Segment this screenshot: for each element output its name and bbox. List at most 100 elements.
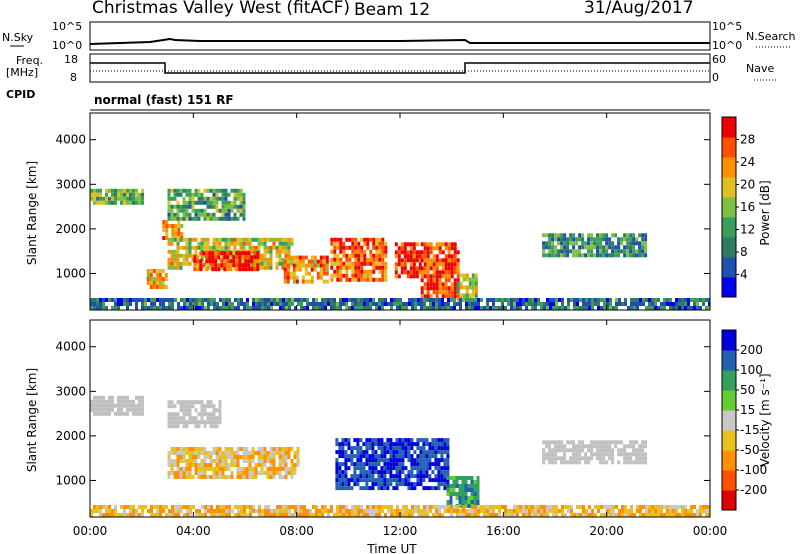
power-cell <box>435 262 439 267</box>
velocity-cell <box>291 513 294 517</box>
power-cell <box>432 298 435 302</box>
velocity-cell <box>179 400 183 405</box>
velocity-cell <box>99 399 102 404</box>
power-cell <box>179 208 183 213</box>
velocity-cell <box>123 505 126 509</box>
velocity-cell <box>684 505 687 509</box>
power-cell <box>120 196 123 201</box>
power-cell <box>126 188 129 193</box>
power-cell <box>545 253 549 258</box>
power-cell <box>219 306 222 310</box>
velocity-cell <box>395 470 399 475</box>
power-cell <box>360 302 363 306</box>
power-cell <box>657 298 660 302</box>
velocity-cell <box>470 476 474 480</box>
power-cell <box>167 257 171 262</box>
velocity-cell <box>117 403 120 408</box>
power-cell <box>123 302 126 306</box>
power-cell <box>117 298 120 302</box>
power-cell <box>554 237 558 242</box>
velocity-cell <box>407 482 411 487</box>
power-cell <box>354 302 357 306</box>
power-cell <box>563 237 567 242</box>
velocity-cell <box>90 509 93 513</box>
power-cell <box>288 310 291 314</box>
velocity-cell <box>362 454 366 459</box>
colorbar-swatch <box>722 370 736 391</box>
power-cell <box>203 212 207 217</box>
power-cell <box>155 273 159 277</box>
velocity-cell <box>167 404 171 409</box>
velocity-cell <box>173 459 177 463</box>
power-cell <box>282 302 285 306</box>
velocity-cell <box>209 463 213 467</box>
velocity-cell <box>198 513 201 517</box>
power-cell <box>669 298 672 302</box>
power-cell <box>189 310 192 314</box>
power-cell <box>288 302 291 306</box>
velocity-cell <box>269 463 273 467</box>
power-cell <box>177 302 180 306</box>
power-cell <box>152 281 156 285</box>
velocity-cells <box>90 395 710 517</box>
velocity-cell <box>282 509 285 513</box>
velocity-cell <box>473 484 477 488</box>
power-cell <box>123 192 126 197</box>
velocity-cell <box>498 513 501 517</box>
power-cell <box>294 306 297 310</box>
velocity-cell <box>215 471 219 475</box>
velocity-cell <box>120 403 123 408</box>
power-cell <box>242 200 246 205</box>
power-cell <box>216 306 219 310</box>
velocity-cell <box>440 458 444 463</box>
velocity-cell <box>284 471 288 475</box>
power-cell <box>624 298 627 302</box>
velocity-cell <box>144 505 147 509</box>
power-cell <box>236 237 240 242</box>
power-cell <box>90 306 93 310</box>
velocity-cell <box>365 442 369 447</box>
velocity-cell <box>353 446 357 451</box>
power-cell <box>289 275 293 280</box>
power-cell <box>642 302 645 306</box>
velocity-cell <box>297 513 300 517</box>
power-cell <box>657 310 660 314</box>
power-cell <box>182 237 186 242</box>
power-cell <box>189 306 192 310</box>
nsky-tick-low: 10^0 <box>52 39 82 52</box>
velocity-cell <box>206 416 210 421</box>
velocity-cell <box>461 488 465 492</box>
power-cell <box>283 259 287 264</box>
power-cell <box>283 271 287 276</box>
velocity-cell <box>395 446 399 451</box>
power-cell <box>429 266 433 271</box>
power-cell <box>348 298 351 302</box>
power-cell <box>215 188 219 193</box>
power-cell <box>381 269 385 274</box>
velocity-cell <box>278 455 282 459</box>
power-cell <box>438 306 441 310</box>
velocity-cell <box>209 412 213 417</box>
velocity-cell <box>173 475 177 479</box>
velocity-cell <box>546 505 549 509</box>
power-cell <box>420 274 424 279</box>
power-cell <box>188 196 192 201</box>
power-cell <box>375 245 379 250</box>
y-tick-label: 4000 <box>55 340 86 354</box>
velocity-cell <box>576 505 579 509</box>
power-cell <box>239 212 243 217</box>
power-cell <box>114 188 117 193</box>
velocity-cell <box>611 460 615 465</box>
velocity-cell <box>672 505 675 509</box>
power-cell <box>237 310 240 314</box>
power-cell <box>363 237 367 242</box>
velocity-cell <box>233 459 237 463</box>
power-cell <box>188 237 192 242</box>
power-cell <box>474 293 478 298</box>
velocity-cell <box>572 440 576 445</box>
velocity-cell <box>218 412 222 417</box>
velocity-cell <box>356 438 360 443</box>
velocity-cell <box>663 513 666 517</box>
velocity-cell <box>269 459 273 463</box>
power-cell <box>582 306 585 310</box>
